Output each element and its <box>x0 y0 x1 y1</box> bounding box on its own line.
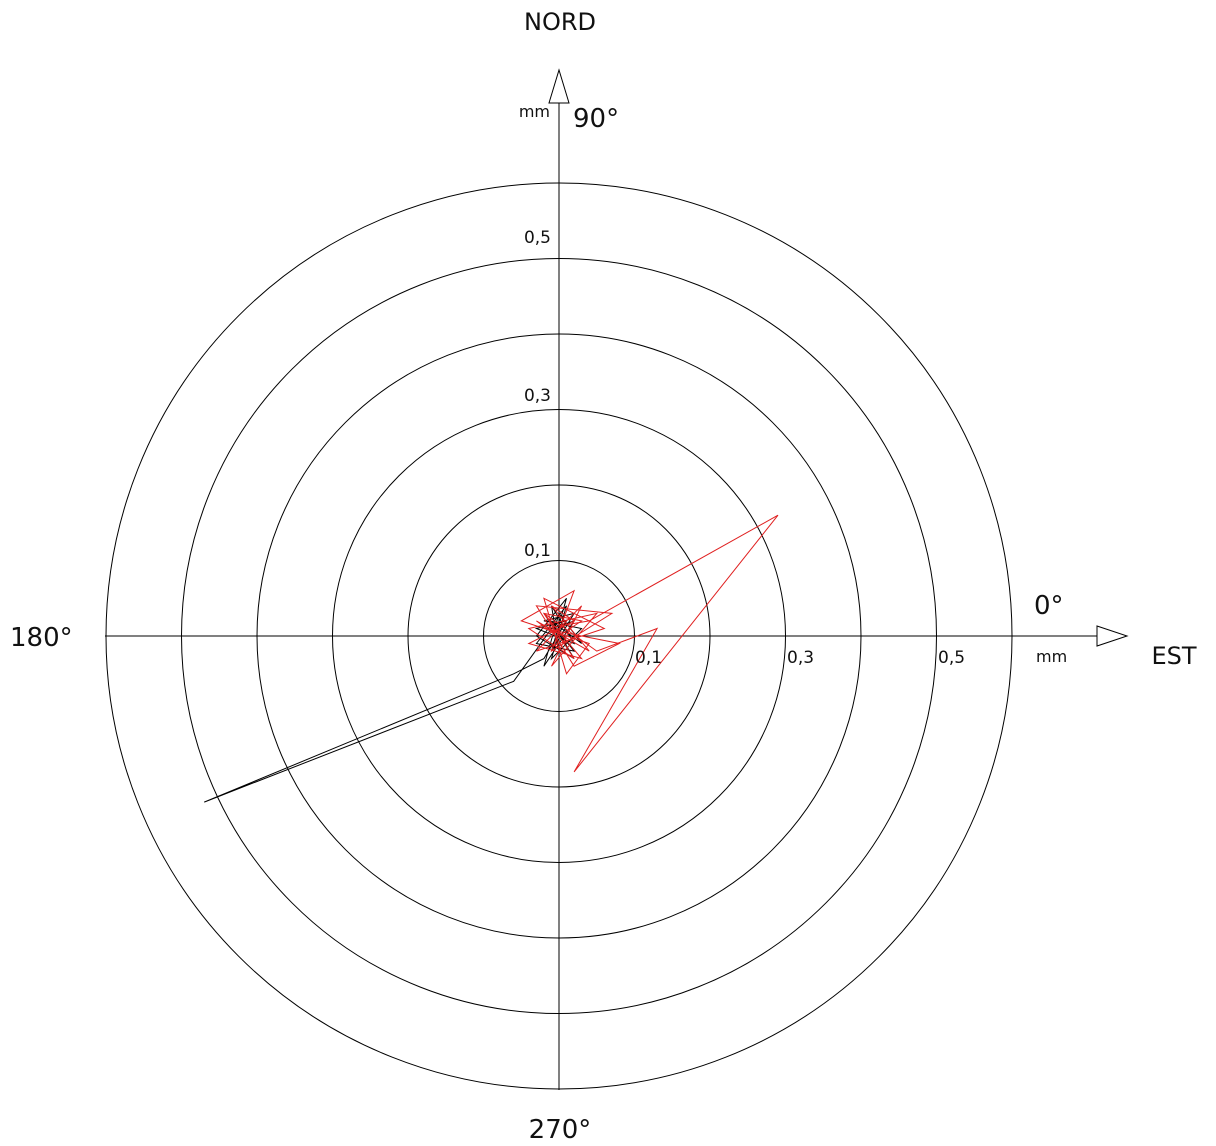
x-tick-label: 0,5 <box>938 648 965 668</box>
y-tick-label: 0,3 <box>524 386 551 406</box>
axes-group <box>105 68 1129 1090</box>
angle-label-0: 0° <box>1034 591 1064 621</box>
traces-group <box>204 514 779 803</box>
series-trace-line <box>204 597 583 803</box>
x-tick-label: 0,1 <box>635 648 662 668</box>
y-unit-label: mm <box>519 102 550 121</box>
x-axis-arrow <box>1096 625 1129 647</box>
y-tick-label: 0,1 <box>524 541 551 561</box>
y-tick-label: 0,5 <box>524 228 551 248</box>
x-tick-label: 0,3 <box>787 648 814 668</box>
angle-label-270: 270° <box>529 1115 592 1145</box>
x-unit-label: mm <box>1036 647 1067 666</box>
north-label: NORD <box>524 8 596 36</box>
angle-label-180: 180° <box>10 623 73 653</box>
y-axis-arrow <box>548 68 570 104</box>
series-trace-line <box>520 514 779 773</box>
angle-label-90: 90° <box>573 104 619 134</box>
east-label: EST <box>1151 642 1196 670</box>
